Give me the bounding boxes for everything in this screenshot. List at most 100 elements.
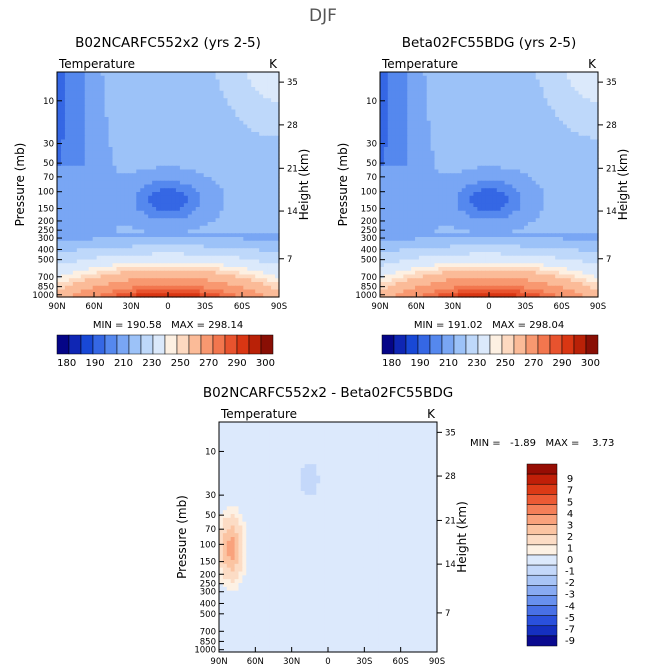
field-cell	[259, 267, 264, 272]
field-cell	[267, 282, 272, 287]
field-cell	[387, 105, 393, 111]
field-cell	[132, 180, 137, 186]
field-cell	[164, 195, 169, 201]
field-cell	[195, 222, 201, 227]
field-cell	[531, 102, 537, 107]
field-cell	[116, 102, 122, 107]
field-cell	[559, 102, 564, 107]
field-cell	[164, 244, 169, 249]
field-cell	[219, 154, 225, 159]
field-cell	[547, 162, 552, 167]
field-cell	[586, 128, 591, 133]
field-cell	[191, 132, 197, 137]
field-cell	[179, 237, 185, 242]
field-cell	[267, 158, 272, 163]
field-cell	[80, 79, 86, 84]
field-cell	[156, 203, 161, 208]
field-cell	[590, 102, 595, 107]
field-cell	[179, 248, 185, 253]
field-cell	[187, 192, 193, 197]
field-cell	[535, 113, 541, 118]
field-cell	[108, 240, 114, 246]
field-cell	[231, 102, 236, 107]
field-cell	[219, 169, 225, 174]
field-cell	[383, 90, 389, 96]
field-cell	[508, 158, 513, 163]
field-cell	[524, 83, 529, 88]
field-cell	[207, 72, 213, 77]
field-cell	[100, 87, 106, 92]
field-cell	[175, 259, 181, 264]
field-cell	[442, 132, 447, 137]
field-cell	[84, 192, 90, 197]
field-cell	[247, 120, 252, 126]
field-cell	[124, 132, 129, 137]
field-cell	[128, 270, 133, 276]
field-cell	[271, 237, 276, 242]
field-cell	[195, 225, 201, 231]
field-cell	[239, 102, 244, 107]
field-cell	[235, 105, 240, 111]
field-cell	[84, 240, 90, 246]
field-cell	[477, 98, 482, 103]
field-cell	[132, 289, 137, 294]
field-cell	[415, 128, 420, 133]
field-cell	[500, 169, 506, 174]
field-cell	[473, 113, 478, 118]
field-cell	[275, 210, 280, 216]
field-cell	[168, 233, 173, 238]
field-cell	[219, 285, 225, 291]
field-cell	[590, 135, 595, 141]
field-cell	[465, 102, 471, 107]
field-cell	[171, 158, 177, 163]
field-cell	[179, 128, 185, 133]
field-cell	[211, 162, 217, 167]
field-cell	[164, 113, 169, 118]
field-cell	[132, 274, 137, 279]
field-cell	[255, 109, 260, 114]
field-cell	[96, 240, 102, 246]
field-cell	[72, 293, 78, 298]
field-cell	[407, 105, 412, 111]
field-cell	[100, 72, 106, 77]
field-cell	[259, 75, 264, 81]
field-cell	[187, 218, 193, 223]
colorbar-label: 250	[171, 358, 190, 369]
field-cell	[84, 289, 90, 294]
field-cell	[235, 90, 240, 96]
field-cell	[395, 158, 401, 163]
field-cell	[422, 113, 428, 118]
field-cell	[223, 218, 229, 223]
field-cell	[175, 203, 181, 208]
field-cell	[438, 124, 443, 129]
field-cell	[203, 222, 209, 227]
field-cell	[434, 147, 439, 152]
field-cell	[434, 113, 439, 118]
field-cell	[128, 94, 133, 99]
field-cell	[179, 229, 185, 234]
field-cell	[551, 79, 556, 84]
field-cell	[215, 154, 221, 159]
field-cell	[430, 132, 436, 137]
field-cell	[259, 154, 264, 159]
field-cell	[124, 267, 129, 272]
field-cell	[500, 165, 506, 171]
field-cell	[227, 225, 233, 231]
field-cell	[199, 267, 205, 272]
field-cell	[179, 252, 185, 257]
field-cell	[195, 124, 201, 129]
field-cell	[88, 132, 94, 137]
field-cell	[450, 143, 455, 148]
field-cell	[387, 135, 393, 141]
field-cell	[187, 282, 193, 287]
field-cell	[415, 94, 420, 99]
field-cell	[239, 255, 244, 261]
field-cell	[68, 87, 74, 92]
field-cell	[148, 143, 153, 148]
field-cell	[187, 83, 193, 88]
field-cell	[128, 180, 133, 186]
field-cell	[207, 214, 213, 219]
field-cell	[461, 113, 467, 118]
field-cell	[199, 124, 205, 129]
field-cell	[76, 113, 82, 118]
